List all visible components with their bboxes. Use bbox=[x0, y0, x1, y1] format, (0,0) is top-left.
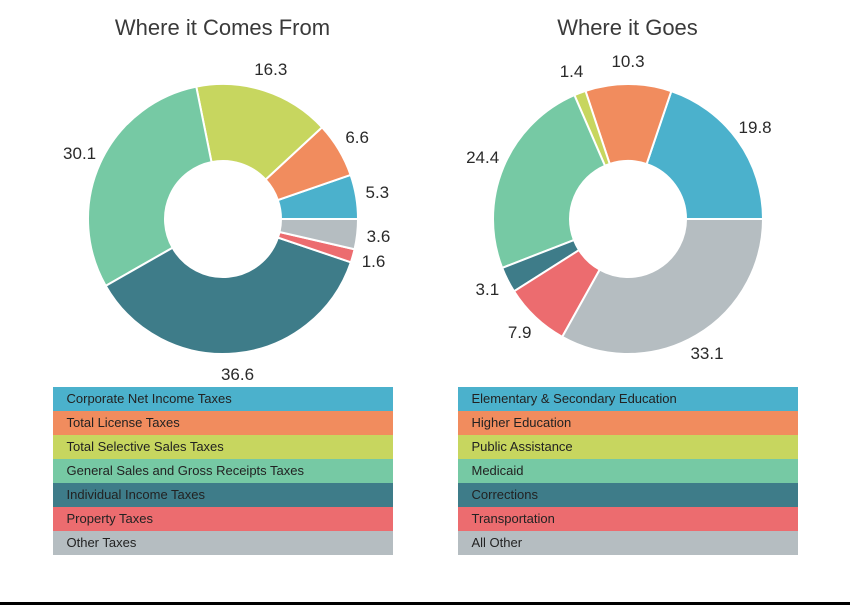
legend-row: General Sales and Gross Receipts Taxes bbox=[53, 459, 393, 483]
legend-row: Corrections bbox=[458, 483, 798, 507]
donut-chart-left: 5.36.616.330.136.61.63.6 bbox=[43, 49, 403, 379]
slice-value-label: 3.1 bbox=[476, 280, 500, 300]
slice-value-label: 3.6 bbox=[367, 227, 391, 247]
slice-value-label: 6.6 bbox=[345, 128, 369, 148]
legend-row: Total License Taxes bbox=[53, 411, 393, 435]
legend-row: Public Assistance bbox=[458, 435, 798, 459]
legend-row: Higher Education bbox=[458, 411, 798, 435]
chart-title-right: Where it Goes bbox=[557, 15, 698, 41]
slice-value-label: 5.3 bbox=[366, 183, 390, 203]
legend-right: Elementary & Secondary EducationHigher E… bbox=[458, 387, 798, 555]
legend-row: Other Taxes bbox=[53, 531, 393, 555]
legend-row: Medicaid bbox=[458, 459, 798, 483]
slice-value-label: 24.4 bbox=[466, 148, 499, 168]
legend-left: Corporate Net Income TaxesTotal License … bbox=[53, 387, 393, 555]
slice-value-label: 7.9 bbox=[508, 323, 532, 343]
legend-row: Property Taxes bbox=[53, 507, 393, 531]
slice-value-label: 16.3 bbox=[254, 60, 287, 80]
slice-value-label: 30.1 bbox=[63, 144, 96, 164]
legend-row: All Other bbox=[458, 531, 798, 555]
slice-value-label: 1.4 bbox=[560, 62, 584, 82]
donut-chart-right: 19.8 10.3 1.4 24.4 3.1 7.9 33.1 bbox=[448, 49, 808, 379]
slice-value-label: 1.6 bbox=[362, 252, 386, 272]
slice-value-label: 10.3 bbox=[611, 52, 644, 72]
slice-value-label: 33.1 bbox=[690, 344, 723, 364]
legend-row: Transportation bbox=[458, 507, 798, 531]
legend-row: Corporate Net Income Taxes bbox=[53, 387, 393, 411]
legend-row: Individual Income Taxes bbox=[53, 483, 393, 507]
slice-value-label: 36.6 bbox=[221, 365, 254, 385]
legend-row: Elementary & Secondary Education bbox=[458, 387, 798, 411]
slice-value-label: 19.8 bbox=[739, 118, 772, 138]
chart-title-left: Where it Comes From bbox=[115, 15, 330, 41]
legend-row: Total Selective Sales Taxes bbox=[53, 435, 393, 459]
